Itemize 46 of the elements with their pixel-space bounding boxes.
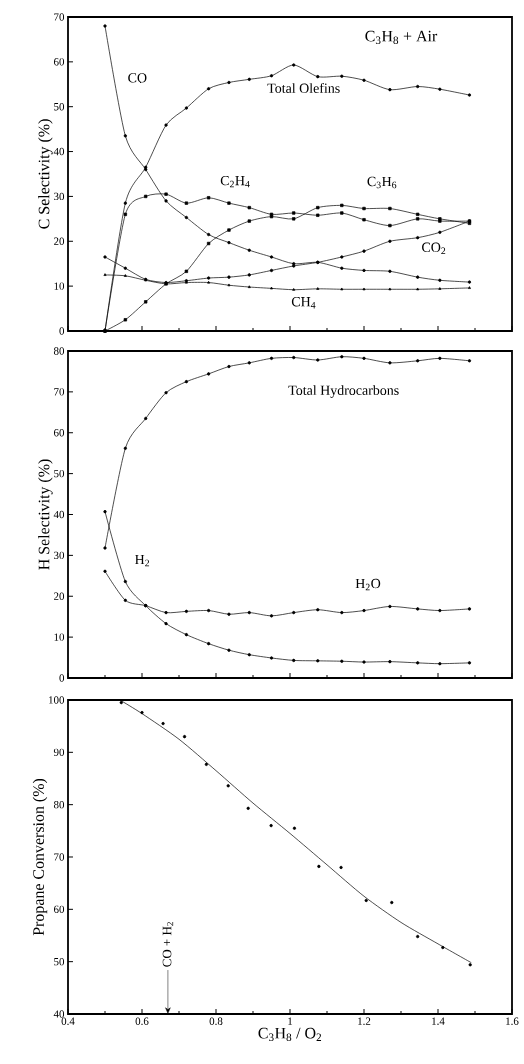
series-label: C$_{2}$H$_{4}$ bbox=[220, 175, 250, 188]
x-tick-label: 1.6 bbox=[506, 1017, 519, 1025]
y-tick-label: 40 bbox=[53, 1010, 65, 1018]
y-tick-label: 100 bbox=[49, 696, 65, 704]
y-tick-label: 20 bbox=[54, 592, 65, 600]
x-tick-label: 1 bbox=[288, 1017, 293, 1025]
series-label: H$_{2}$ bbox=[135, 554, 150, 567]
series-label: CO bbox=[128, 73, 147, 83]
y-tick-label: 30 bbox=[54, 551, 65, 560]
x-tick-label: 0.4 bbox=[61, 1017, 75, 1025]
y-axis-title: Propane Conversion (%) bbox=[32, 778, 48, 936]
y-tick-label: 0 bbox=[59, 327, 65, 335]
y-tick-label: 0 bbox=[59, 674, 65, 682]
series-label: CH$_{4}$ bbox=[291, 297, 316, 309]
series-label: Total Hydrocarbons bbox=[288, 385, 399, 398]
y-tick-label: 10 bbox=[54, 633, 65, 641]
series-label: Total Olefins bbox=[267, 83, 340, 93]
y-tick-label: 70 bbox=[54, 13, 65, 21]
annotation: CO + H$_{2}$ bbox=[162, 922, 174, 967]
y-tick-label: 60 bbox=[53, 58, 65, 66]
y-tick-label: 50 bbox=[54, 957, 65, 966]
series-label: H$_{2}$O bbox=[355, 578, 381, 591]
y-tick-label: 50 bbox=[54, 103, 65, 111]
y-tick-label: 50 bbox=[54, 469, 65, 478]
text: C$_{3}$H$_{8}$ + Air bbox=[365, 30, 438, 45]
x-axis-title: C$_{3}$H$_{8}$ / O$_{2}$ bbox=[258, 1027, 322, 1042]
y-tick-label: 20 bbox=[54, 237, 65, 245]
x-tick-label: 0.8 bbox=[209, 1017, 223, 1025]
y-tick-label: 60 bbox=[53, 429, 65, 437]
x-tick-label: 1.2 bbox=[358, 1017, 371, 1025]
y-tick-label: 80 bbox=[53, 800, 65, 809]
series-label: CO$_{2}$ bbox=[422, 242, 446, 254]
y-tick-label: 30 bbox=[54, 192, 65, 201]
series-label: C$_{3}$H$_{6}$ bbox=[367, 176, 397, 189]
y-tick-label: 60 bbox=[53, 905, 65, 914]
y-tick-label: 40 bbox=[53, 510, 65, 519]
x-tick-label: 1.4 bbox=[432, 1017, 445, 1025]
y-tick-label: 70 bbox=[54, 388, 65, 396]
x-tick-label: 0.6 bbox=[135, 1017, 149, 1025]
y-axis-title: C Selectivity (%) bbox=[38, 119, 53, 229]
y-axis-title: H Selectivity (%) bbox=[38, 459, 53, 570]
y-tick-label: 40 bbox=[53, 147, 65, 156]
y-tick-label: 80 bbox=[53, 347, 65, 355]
y-tick-label: 70 bbox=[54, 853, 65, 861]
y-tick-label: 10 bbox=[54, 282, 65, 290]
y-tick-label: 90 bbox=[53, 748, 65, 757]
